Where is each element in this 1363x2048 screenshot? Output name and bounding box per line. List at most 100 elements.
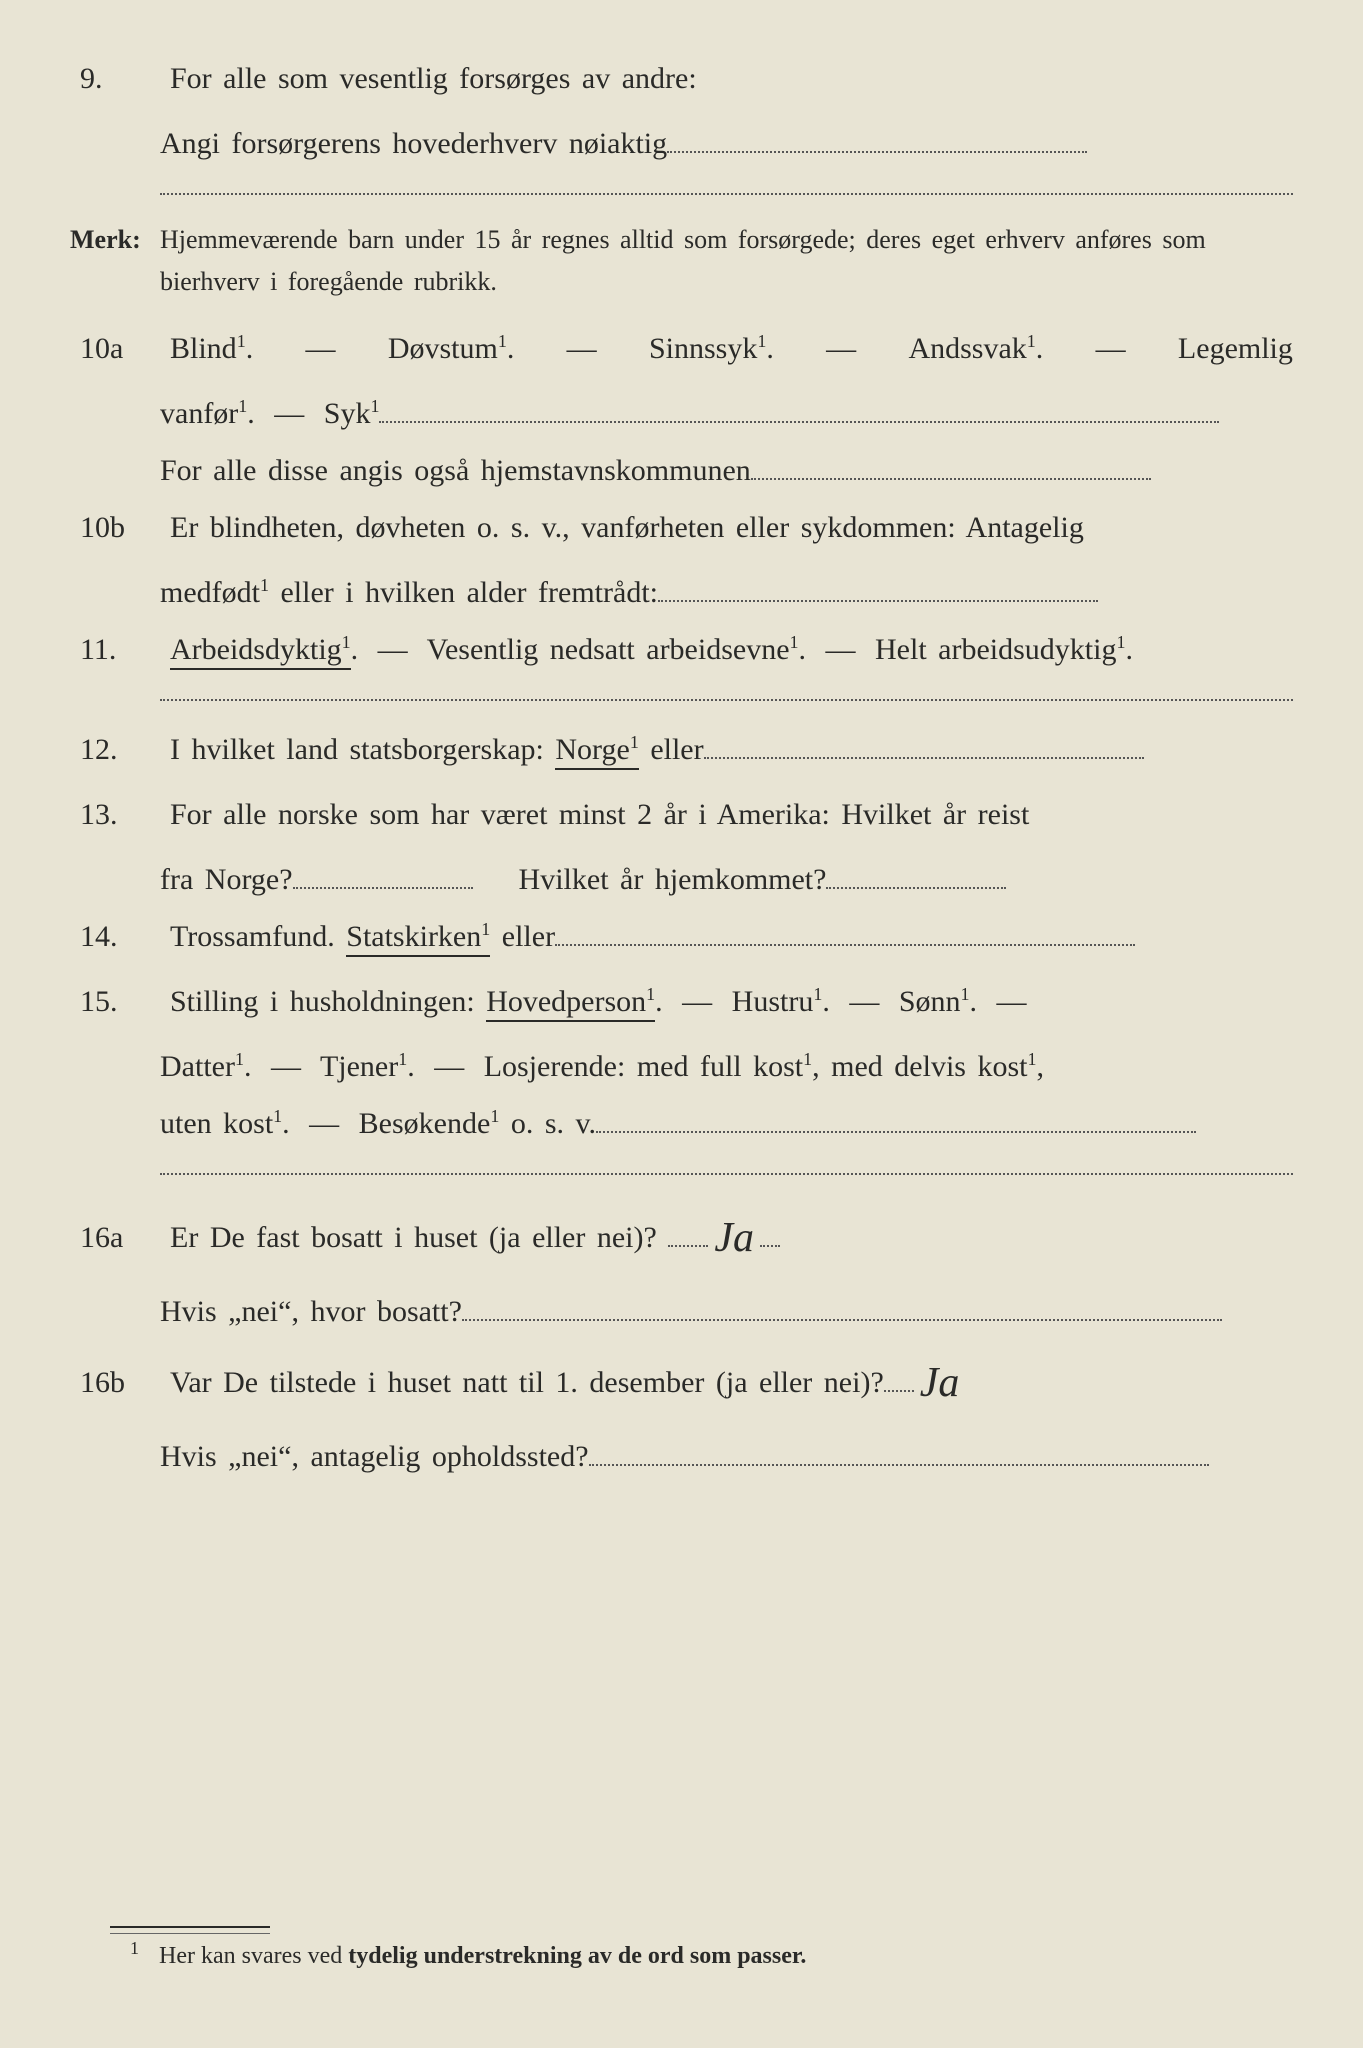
q15-number: 15. xyxy=(70,973,170,1030)
dash: — xyxy=(370,633,416,666)
opt-tjener: Tjener1. xyxy=(320,1050,415,1083)
dash: — xyxy=(818,320,864,377)
q10a-line2: vanfør1. — Syk1 xyxy=(160,385,1293,442)
q14-row: 14. Trossamfund. Statskirken1 eller xyxy=(70,908,1293,965)
q16a-line2: Hvis „nei“, hvor bosatt? xyxy=(160,1283,1293,1340)
dotted-separator xyxy=(160,698,1293,701)
dash: — xyxy=(818,633,864,666)
opt-datter: Datter1. xyxy=(160,1050,251,1083)
footnote-number: 1 xyxy=(130,1938,139,1958)
q12-content: I hvilket land statsborgerskap: Norge1 e… xyxy=(170,721,1293,778)
census-form-page: 9. For alle som vesentlig forsørges av a… xyxy=(0,0,1363,2048)
dotted-separator xyxy=(160,192,1293,195)
q12-row: 12. I hvilket land statsborgerskap: Norg… xyxy=(70,721,1293,778)
q16a-answer: Ja xyxy=(708,1199,760,1279)
footnote-separator-2 xyxy=(110,1933,270,1934)
q10b-line2: medfødt1 eller i hvilken alder fremtrådt… xyxy=(160,564,1293,621)
opt-statskirken-selected: Statskirken1 xyxy=(346,920,490,957)
opt-arbeidsdyktig-selected: Arbeidsdyktig1 xyxy=(170,633,351,670)
q11-row: 11. Arbeidsdyktig1. — Vesentlig nedsatt … xyxy=(70,621,1293,678)
q16b-question: Var De tilstede i huset natt til 1. dese… xyxy=(170,1366,884,1399)
q9-row: 9. For alle som vesentlig forsørges av a… xyxy=(70,50,1293,107)
q16b-answer: Ja xyxy=(914,1344,966,1424)
dotted-separator xyxy=(160,1172,1293,1175)
q10a-number: 10a xyxy=(70,320,170,377)
q16b-row: 16b Var De tilstede i huset natt til 1. … xyxy=(70,1340,1293,1420)
q10a-line1: Blind1. — Døvstum1. — Sinnssyk1. — Andss… xyxy=(170,320,1293,377)
fill-line xyxy=(826,887,1006,889)
dash: — xyxy=(301,1107,347,1140)
opt-besokende: Besøkende1 xyxy=(359,1107,500,1140)
q15-row: 15. Stilling i husholdningen: Hovedperso… xyxy=(70,973,1293,1030)
dash: — xyxy=(989,985,1035,1018)
q14-content: Trossamfund. Statskirken1 eller xyxy=(170,908,1293,965)
fill-line xyxy=(596,1131,1196,1133)
footnote: 1 Her kan svares ved tydelig understrekn… xyxy=(130,1938,806,1970)
merk-label: Merk: xyxy=(70,215,160,264)
opt-andssvak: Andssvak1. xyxy=(908,320,1043,377)
footnote-pre: Her kan svares ved xyxy=(159,1943,348,1969)
fill-line xyxy=(293,887,473,889)
opt-dovstum: Døvstum1. xyxy=(388,320,515,377)
q12-number: 12. xyxy=(70,721,170,778)
q16b-content: Var De tilstede i huset natt til 1. dese… xyxy=(170,1340,1293,1420)
q10b-rest: eller i hvilken alder fremtrådt: xyxy=(269,576,658,609)
fill-line xyxy=(668,1245,708,1247)
q15-line2: Datter1. — Tjener1. — Losjerende: med fu… xyxy=(160,1038,1293,1095)
opt-nedsatt: Vesentlig nedsatt arbeidsevne1. xyxy=(427,633,806,666)
q16a-number: 16a xyxy=(70,1209,170,1266)
dash: — xyxy=(263,1050,309,1083)
dash: — xyxy=(841,985,887,1018)
q10b-line1: Er blindheten, døvheten o. s. v., vanfør… xyxy=(170,499,1293,556)
q13-line2a: fra Norge? xyxy=(160,863,293,896)
q15-prefix: Stilling i husholdningen: xyxy=(170,985,486,1018)
q9-line1: For alle som vesentlig forsørges av andr… xyxy=(170,50,1293,107)
q16b-line2-text: Hvis „nei“, antagelig opholdssted? xyxy=(160,1440,589,1473)
q10b-number: 10b xyxy=(70,499,170,556)
opt-sonn: Sønn1. xyxy=(899,985,977,1018)
q10a-line3-text: For alle disse angis også hjemstavnskomm… xyxy=(160,454,751,487)
fill-line xyxy=(589,1464,1209,1466)
opt-legemlig: Legemlig xyxy=(1178,320,1293,377)
q16b-line2: Hvis „nei“, antagelig opholdssted? xyxy=(160,1428,1293,1485)
opt-norge-selected: Norge1 xyxy=(555,733,638,770)
q13-row: 13. For alle norske som har været minst … xyxy=(70,786,1293,843)
fill-line xyxy=(884,1390,914,1392)
q15-line1: Stilling i husholdningen: Hovedperson1. … xyxy=(170,973,1293,1030)
opt-losjerende: Losjerende: med full kost1 xyxy=(484,1050,812,1083)
q16b-number: 16b xyxy=(70,1354,170,1411)
fill-line xyxy=(658,600,1098,602)
q11-content: Arbeidsdyktig1. — Vesentlig nedsatt arbe… xyxy=(170,621,1293,678)
opt-udyktig: Helt arbeidsudyktig1. xyxy=(875,633,1133,666)
q13-line2: fra Norge? Hvilket år hjemkommet? xyxy=(160,851,1293,908)
q14-number: 14. xyxy=(70,908,170,965)
q16a-question: Er De fast bosatt i huset (ja eller nei)… xyxy=(170,1221,657,1254)
fill-line xyxy=(751,478,1151,480)
q16a-content: Er De fast bosatt i huset (ja eller nei)… xyxy=(170,1195,1293,1275)
fill-line xyxy=(760,1245,780,1247)
fill-line xyxy=(379,421,1219,423)
q10a-row: 10a Blind1. — Døvstum1. — Sinnssyk1. — A… xyxy=(70,320,1293,377)
q9-number: 9. xyxy=(70,50,170,107)
dash: — xyxy=(674,985,720,1018)
dash: — xyxy=(426,1050,472,1083)
fill-line xyxy=(462,1319,1222,1321)
q16a-row: 16a Er De fast bosatt i huset (ja eller … xyxy=(70,1195,1293,1275)
q13-line1: For alle norske som har været minst 2 år… xyxy=(170,786,1293,843)
q9-line2-text: Angi forsørgerens hovederhverv nøiaktig xyxy=(160,127,667,160)
q11-number: 11. xyxy=(70,621,170,678)
q13-line2b: Hvilket år hjemkommet? xyxy=(519,863,827,896)
opt-vanfor: vanfør1. xyxy=(160,397,255,430)
footnote-separator xyxy=(110,1926,270,1928)
fill-line xyxy=(555,944,1135,946)
dash: — xyxy=(1088,320,1134,377)
fill-line xyxy=(667,151,1087,153)
q14-suffix: eller xyxy=(490,920,555,953)
opt-hovedperson-selected: Hovedperson1 xyxy=(486,985,655,1022)
opt-syk: Syk1 xyxy=(324,397,380,430)
dash: — xyxy=(559,320,605,377)
opt-delvis: , med delvis kost1, xyxy=(812,1050,1044,1083)
dash: — xyxy=(298,320,344,377)
opt-hustru: Hustru1. xyxy=(732,985,830,1018)
fill-line xyxy=(704,757,1144,759)
